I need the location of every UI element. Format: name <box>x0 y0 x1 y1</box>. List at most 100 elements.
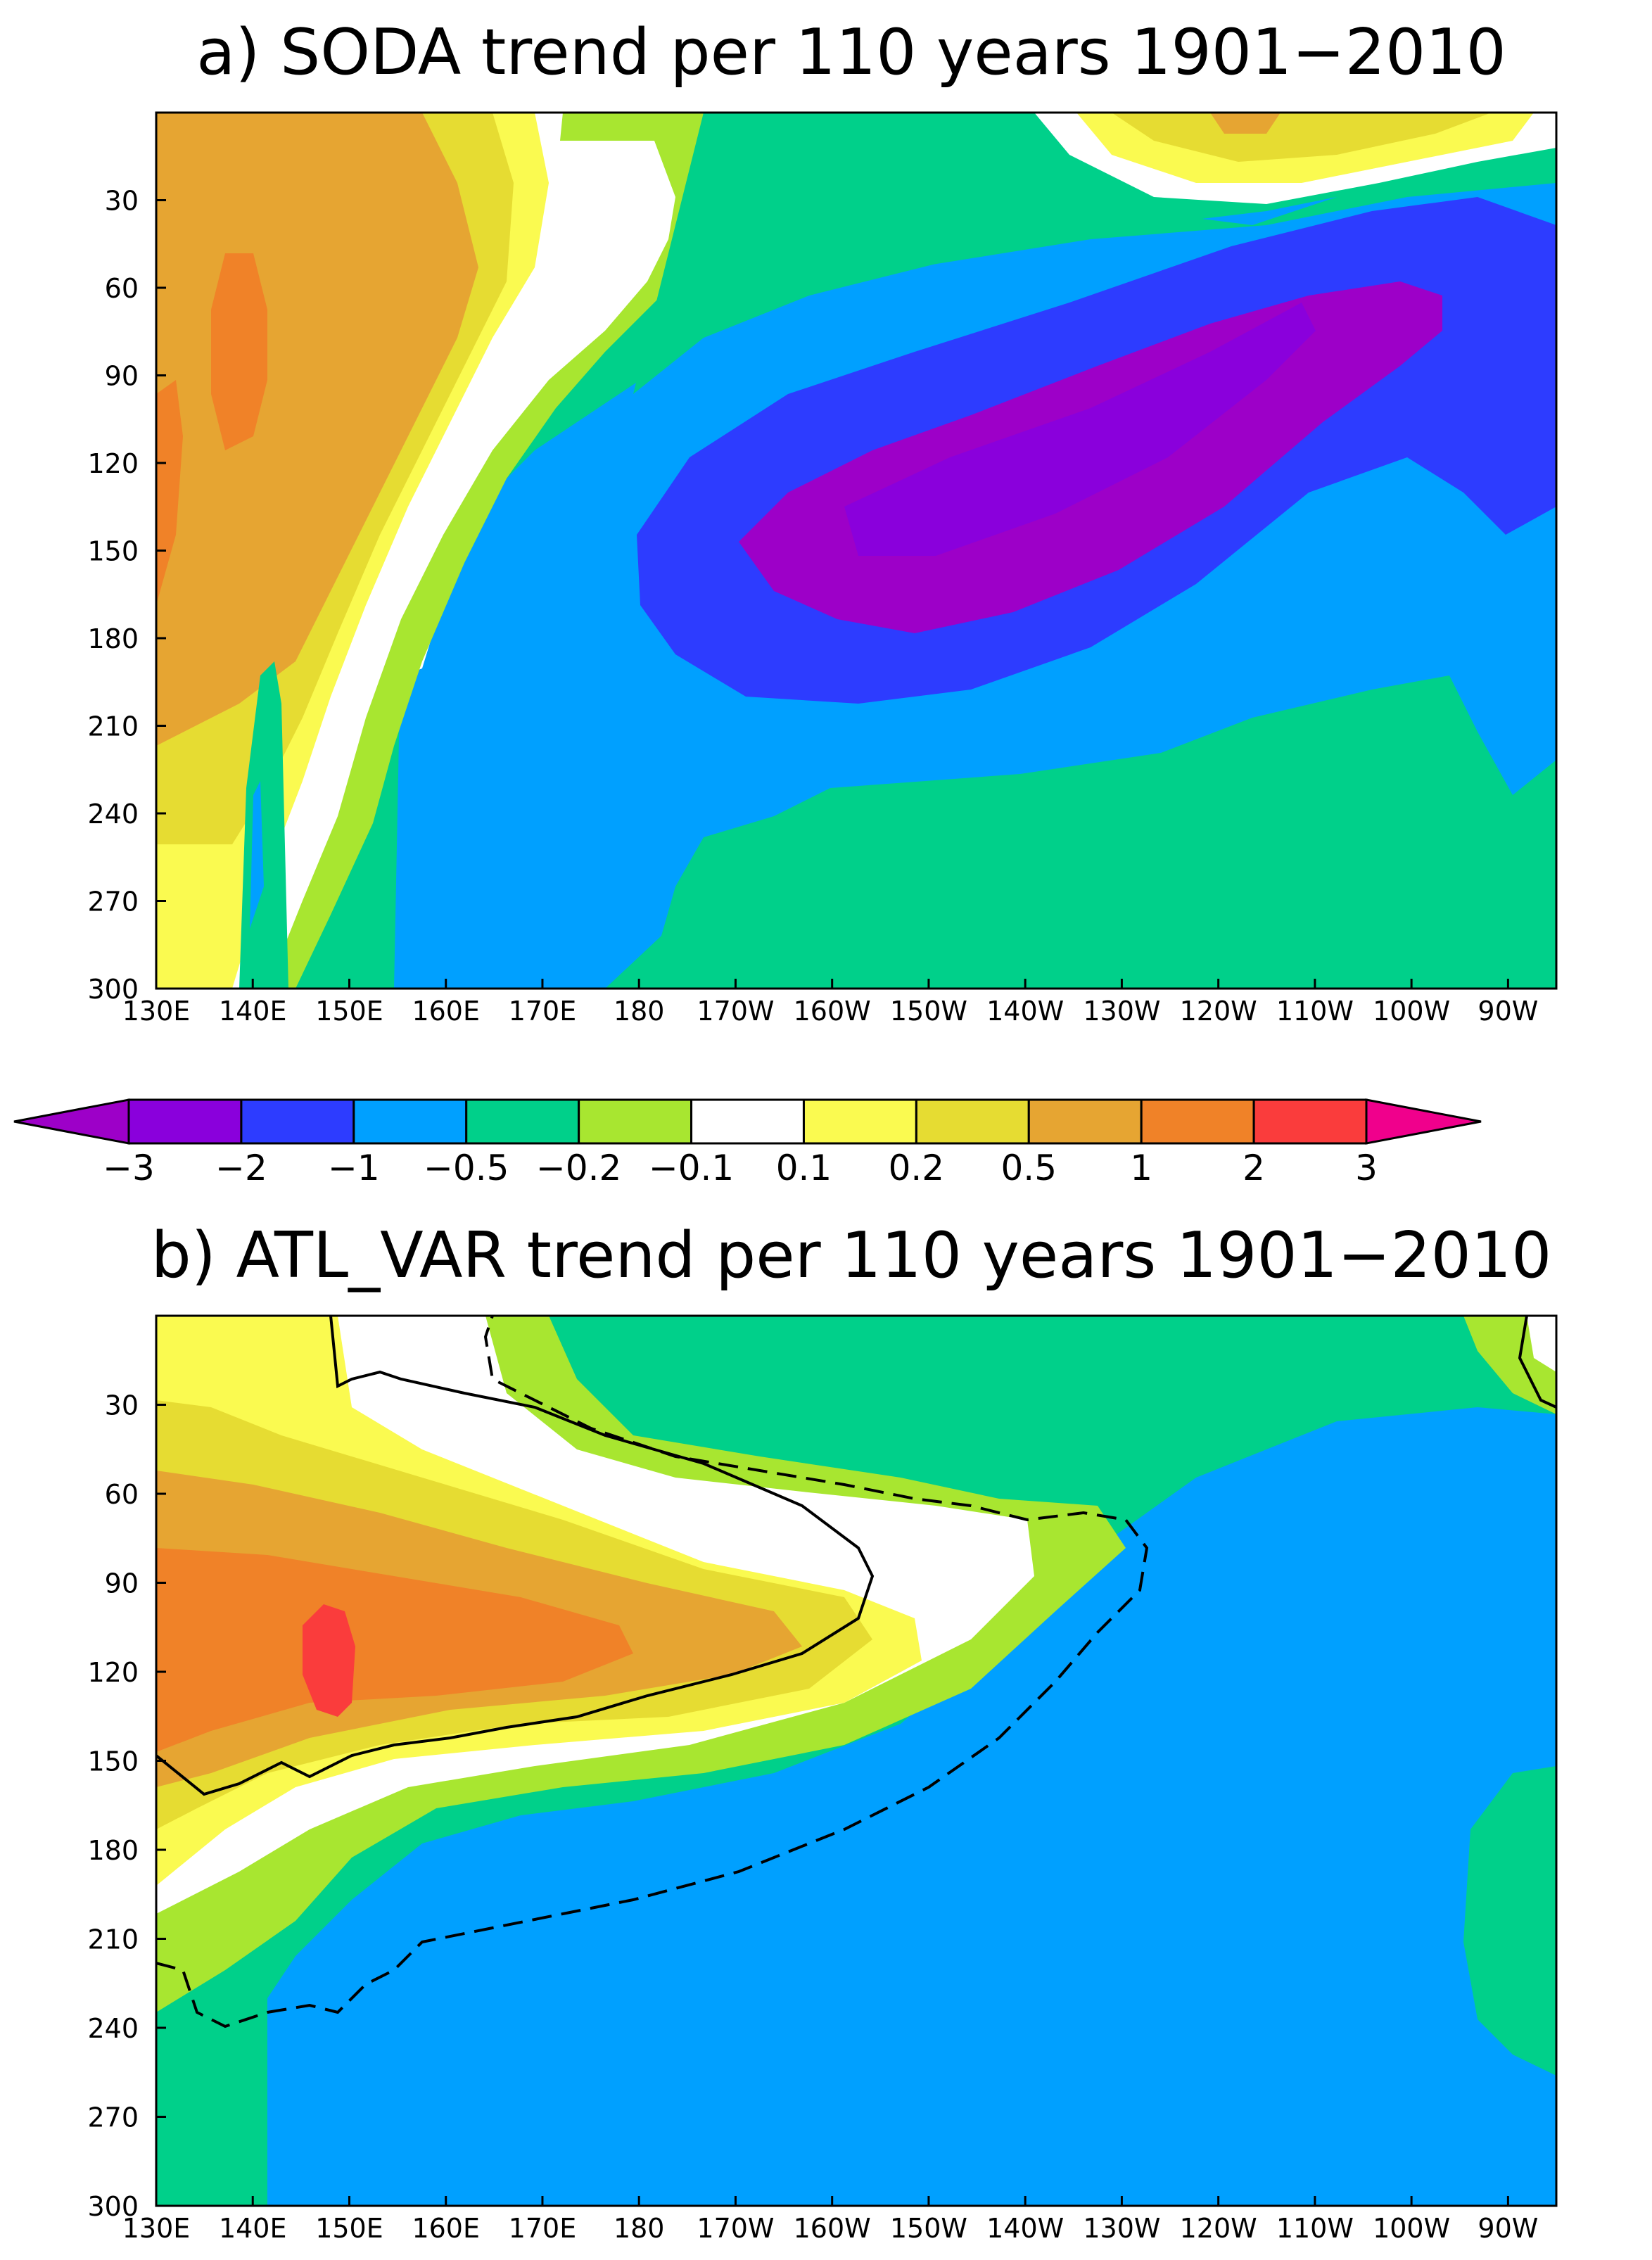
panel-a-ytick-label: 30 <box>105 186 139 217</box>
contour-ne-dashed <box>1518 1316 1556 1409</box>
colorbar-label: −0.5 <box>424 1148 509 1188</box>
panel-b-xtick-label: 160E <box>412 2213 480 2244</box>
colorbar-label: 1 <box>1130 1148 1152 1188</box>
panel-b-xtick-label: 100W <box>1373 2213 1450 2244</box>
panel-b-ytick-label: 90 <box>105 1568 139 1599</box>
panel-b-ytick-label: 60 <box>105 1479 139 1510</box>
colorbar-label: −3 <box>103 1148 155 1188</box>
panel-b-ytick-label: 120 <box>87 1657 139 1688</box>
colorbar-label: −1 <box>328 1148 380 1188</box>
panel-a-xtick-label: 160E <box>412 996 480 1027</box>
panel-b-ytick-label: 210 <box>87 1924 139 1955</box>
colorbar-box <box>802 1098 917 1145</box>
colorbar-right-arrow <box>1365 1098 1482 1145</box>
field-b-green-east <box>1463 1766 1556 2076</box>
colorbar-label: −0.1 <box>649 1148 734 1188</box>
panel-b-x-axis: 130E 140E 150E 160E 170E 180 170W 160W 150W 140W 1… <box>122 2196 1538 2244</box>
panel-b-y-axis: 30 60 90 120 150 180 210 240 270 300 <box>87 1390 166 2222</box>
panel-a-ytick-label: 60 <box>105 273 139 304</box>
panel-a-xtick-label: 140W <box>986 996 1064 1027</box>
panel-b-title: b) ATL_VAR trend per 110 years 1901−2010 <box>151 1219 1552 1293</box>
panel-a-xtick-label: 120W <box>1180 996 1257 1027</box>
panel-a-xtick-label: 170E <box>509 996 577 1027</box>
panel-b-ytick-label: 300 <box>87 2191 139 2222</box>
colorbar-box <box>127 1098 243 1145</box>
colorbar-box <box>1140 1098 1255 1145</box>
panel-a-ytick-label: 270 <box>87 887 139 918</box>
panel-b-xtick-label: 140W <box>986 2213 1064 2244</box>
panel-b-xtick-label: 120W <box>1180 2213 1257 2244</box>
panel-a-ytick-label: 150 <box>87 536 139 567</box>
panel-a-xtick-label: 90W <box>1478 996 1538 1027</box>
panel-b-xtick-label: 150E <box>315 2213 383 2244</box>
panel-b-xtick-label: 180 <box>614 2213 665 2244</box>
field-a-purple-deep <box>844 303 1316 556</box>
panel-a-xtick-label: 130E <box>122 996 191 1027</box>
contour-solid <box>156 1316 875 1796</box>
panel-b-xtick-label: 110W <box>1276 2213 1354 2244</box>
panel-a-xtick-label: 130W <box>1083 996 1160 1027</box>
field-a-top-olive <box>1112 113 1492 162</box>
panel-a-xtick-label: 160W <box>794 996 871 1027</box>
colorbar-label: 0.1 <box>776 1148 832 1188</box>
field-b-white-ne <box>1527 1316 1556 1372</box>
panel-a-x-axis: 130E 140E 150E 160E 170E 180 170W 160W 150W 140W 1… <box>122 979 1538 1027</box>
panel-a-title: a) SODA trend per 110 years 1901−2010 <box>196 15 1506 89</box>
panel-a-y-axis: 30 60 90 120 150 180 210 240 270 300 <box>87 186 166 1005</box>
colorbar-box <box>1027 1098 1143 1145</box>
panel-b-xtick-label: 140E <box>219 2213 287 2244</box>
panel-a-xtick-label: 110W <box>1276 996 1354 1027</box>
panel-a-ytick-label: 300 <box>87 974 139 1005</box>
colorbar-box <box>1252 1098 1368 1145</box>
colorbar-label: 0.5 <box>1001 1148 1057 1188</box>
field-b-red <box>303 1604 355 1717</box>
panel-a-xtick-label: 150W <box>890 996 967 1027</box>
panel-a-field <box>156 113 1556 989</box>
panel-a-xtick-label: 180 <box>614 996 665 1027</box>
panel-b-ytick-label: 270 <box>87 2102 139 2133</box>
colorbar-box <box>465 1098 580 1145</box>
colorbar-label: −0.2 <box>536 1148 621 1188</box>
panel-a: a) SODA trend per 110 years 1901−2010 <box>87 15 1558 1027</box>
panel-b-xtick-label: 130E <box>122 2213 191 2244</box>
panel-b-ytick-label: 150 <box>87 1746 139 1777</box>
panel-a-ytick-label: 180 <box>87 623 139 654</box>
contour-dashed <box>156 1316 1149 2029</box>
colorbar-left-arrow <box>13 1098 130 1145</box>
panel-a-ytick-label: 90 <box>105 361 139 392</box>
panel-a-xtick-label: 100W <box>1373 996 1450 1027</box>
panel-a-xtick-label: 170W <box>697 996 774 1027</box>
panel-b-xtick-label: 170W <box>697 2213 774 2244</box>
panel-b: b) ATL_VAR trend per 110 years 1901−2010 <box>87 1219 1558 2244</box>
panel-b-field <box>156 1316 1556 2206</box>
field-a-darkorange-edge <box>156 380 183 605</box>
panel-a-xtick-label: 150E <box>315 996 383 1027</box>
field-a-finger-blue <box>250 781 264 929</box>
colorbar: −3 −2 −1 −0.5 −0.2 −0.1 0.1 0.2 0.5 1 2 3 <box>13 1098 1482 1188</box>
panel-a-ytick-label: 120 <box>87 448 139 479</box>
panel-b-xtick-label: 90W <box>1478 2213 1538 2244</box>
panel-b-xtick-label: 170E <box>509 2213 577 2244</box>
panel-a-ytick-label: 210 <box>87 711 139 742</box>
panel-b-ytick-label: 30 <box>105 1390 139 1421</box>
colorbar-box <box>690 1098 805 1145</box>
panel-b-ytick-label: 180 <box>87 1835 139 1866</box>
colorbar-label: −2 <box>215 1148 267 1188</box>
field-a-top-orange <box>1210 113 1281 134</box>
panel-b-ytick-label: 240 <box>87 2013 139 2044</box>
colorbar-box <box>352 1098 468 1145</box>
panel-a-xtick-label: 140E <box>219 996 287 1027</box>
colorbar-label: 2 <box>1243 1148 1265 1188</box>
panel-a-ytick-label: 240 <box>87 799 139 830</box>
colorbar-label: 3 <box>1355 1148 1378 1188</box>
colorbar-box <box>578 1098 693 1145</box>
field-a-green-top <box>633 113 1556 394</box>
panel-b-xtick-label: 130W <box>1083 2213 1160 2244</box>
field-a-darkorange <box>211 253 267 450</box>
panel-b-xtick-label: 150W <box>890 2213 967 2244</box>
field-a-white <box>211 141 675 989</box>
field-b-darkorange <box>156 1548 633 1752</box>
colorbar-label: 0.2 <box>889 1148 945 1188</box>
colorbar-box <box>240 1098 355 1145</box>
